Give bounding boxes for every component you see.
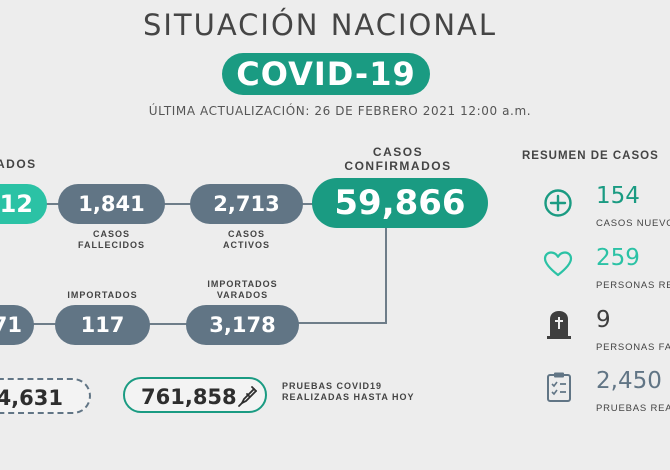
plus-circle-icon xyxy=(543,188,573,218)
recuperados-value: 259 xyxy=(596,245,640,271)
connector-line xyxy=(385,224,387,324)
clipboard-icon xyxy=(546,371,572,403)
fallecidos-nuevos-label: PERSONAS FAL xyxy=(596,342,670,353)
fallecidos-pill: 1,841 xyxy=(58,184,165,224)
partial-row2-pill: 71 xyxy=(0,305,34,345)
partial-label: ADOS xyxy=(0,157,37,171)
resumen-title: RESUMEN DE CASOS xyxy=(522,150,659,162)
pruebas-label: PRUEBAS COVID19 REALIZADAS HASTA HOY xyxy=(282,381,415,402)
confirmados-pill: 59,866 xyxy=(312,178,488,228)
partial-tests-pill: 4,631 xyxy=(0,378,91,414)
pruebas-nuevas-label: PRUEBAS REAL xyxy=(596,403,670,414)
pruebas-nuevas-value: 2,450 xyxy=(596,368,662,394)
tombstone-icon xyxy=(546,308,572,340)
last-updated: ÚLTIMA ACTUALIZACIÓN: 26 DE FEBRERO 2021… xyxy=(148,104,532,118)
connector-line xyxy=(40,203,320,205)
activos-label: CASOS ACTIVOS xyxy=(222,229,270,250)
importados-pill: 117 xyxy=(55,305,150,345)
fallecidos-label: CASOS FALLECIDOS xyxy=(77,229,145,250)
pruebas-pill: 761,858 xyxy=(123,377,267,413)
partial-recovered-pill: 12 xyxy=(0,184,47,224)
syringe-icon xyxy=(237,384,259,408)
covid-badge: COVID-19 xyxy=(222,53,430,95)
casos-nuevos-label: CASOS NUEVOS xyxy=(596,218,670,229)
importados-label: IMPORTADOS xyxy=(67,290,138,300)
fallecidos-nuevos-value: 9 xyxy=(596,307,611,333)
importados-varados-label: IMPORTADOS VARADOS xyxy=(207,279,278,300)
heart-icon xyxy=(543,250,573,278)
casos-nuevos-value: 154 xyxy=(596,183,640,209)
recuperados-label: PERSONAS REC xyxy=(596,280,670,291)
connector-line xyxy=(292,322,387,324)
confirmados-label: CASOS CONFIRMADOS xyxy=(344,145,452,173)
page-title: SITUACIÓN NACIONAL xyxy=(142,8,498,42)
importados-varados-pill: 3,178 xyxy=(186,305,299,345)
activos-pill: 2,713 xyxy=(190,184,303,224)
